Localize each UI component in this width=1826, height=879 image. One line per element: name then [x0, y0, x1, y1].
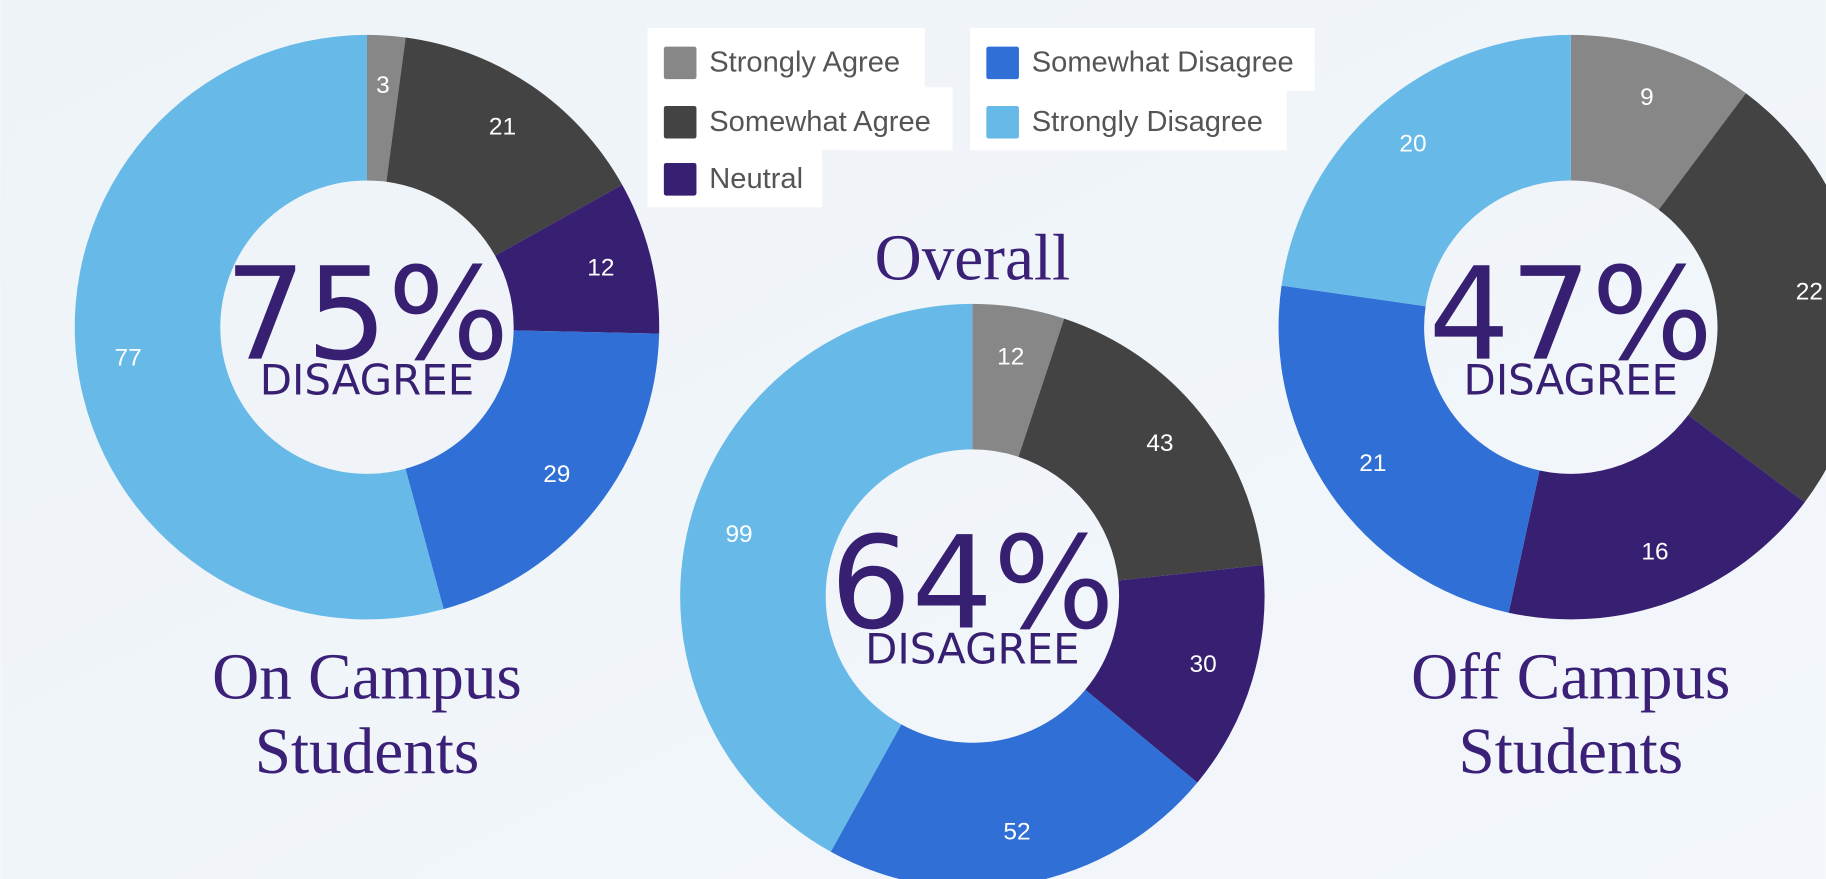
- center-label: 47%: [1428, 241, 1713, 390]
- data-label: 52: [1003, 818, 1030, 845]
- data-label: 3: [376, 72, 390, 99]
- data-label: 43: [1146, 430, 1173, 457]
- legend-swatch: [986, 46, 1019, 80]
- donut-slice: [830, 689, 1198, 879]
- data-label: 16: [1641, 538, 1668, 565]
- data-label: 12: [587, 255, 614, 282]
- data-label: 77: [115, 345, 142, 372]
- data-label: 21: [1359, 450, 1386, 477]
- data-label: 29: [543, 461, 570, 488]
- center-label: 64%: [830, 510, 1115, 659]
- donut-slice: [405, 330, 660, 610]
- donut-slice: [1085, 565, 1265, 783]
- data-label: 99: [725, 521, 752, 548]
- legend-swatch: [663, 105, 697, 139]
- donut-slice: [972, 303, 1065, 457]
- chart-title: Students: [255, 716, 480, 788]
- donut-slice: [1508, 415, 1805, 620]
- legend-swatch: [663, 162, 697, 196]
- donut-slice: [495, 184, 660, 334]
- center-sublabel: DISAGREE: [865, 625, 1079, 674]
- data-label: 12: [997, 344, 1024, 371]
- data-label: 20: [1399, 130, 1426, 157]
- legend-label: Somewhat Disagree: [1032, 47, 1294, 79]
- legend-bg: [647, 87, 953, 151]
- chart-title: Overall: [875, 222, 1070, 294]
- data-label: 30: [1190, 651, 1217, 678]
- data-label: 21: [489, 113, 516, 140]
- center-label: 75%: [225, 241, 510, 390]
- chart-title: Off Campus: [1411, 642, 1730, 714]
- legend-bg: [970, 27, 1315, 91]
- chart-title: On Campus: [212, 642, 522, 714]
- legend-label: Strongly Agree: [709, 47, 900, 79]
- donut-slice: [386, 37, 623, 256]
- donut-slice: [680, 303, 973, 852]
- donut-slice: [1281, 34, 1571, 307]
- legend-label: Somewhat Agree: [709, 106, 931, 138]
- legend: Strongly Agree Somewhat Agree Neutral Somew…: [647, 27, 1315, 208]
- donut-chart: 12 43 30 52 99 64%DISAGREE Overall: [680, 222, 1265, 879]
- legend-swatch: [986, 105, 1019, 139]
- chart-title: Students: [1459, 716, 1684, 788]
- donut-slice: [1278, 285, 1540, 613]
- legend-bg: [970, 87, 1287, 151]
- legend-swatch: [663, 46, 697, 80]
- data-label: 9: [1640, 84, 1654, 111]
- data-label: 22: [1796, 278, 1823, 305]
- legend-label: Neutral: [709, 163, 803, 195]
- center-sublabel: DISAGREE: [260, 356, 474, 405]
- center-sublabel: DISAGREE: [1464, 356, 1678, 405]
- donut-slice: [1658, 93, 1826, 503]
- donut-slice: [1018, 318, 1263, 581]
- donut-slice: [74, 34, 444, 620]
- donut-slice: [366, 34, 406, 182]
- legend-label: Strongly Disagree: [1032, 106, 1263, 138]
- donut-slice: [1570, 34, 1746, 210]
